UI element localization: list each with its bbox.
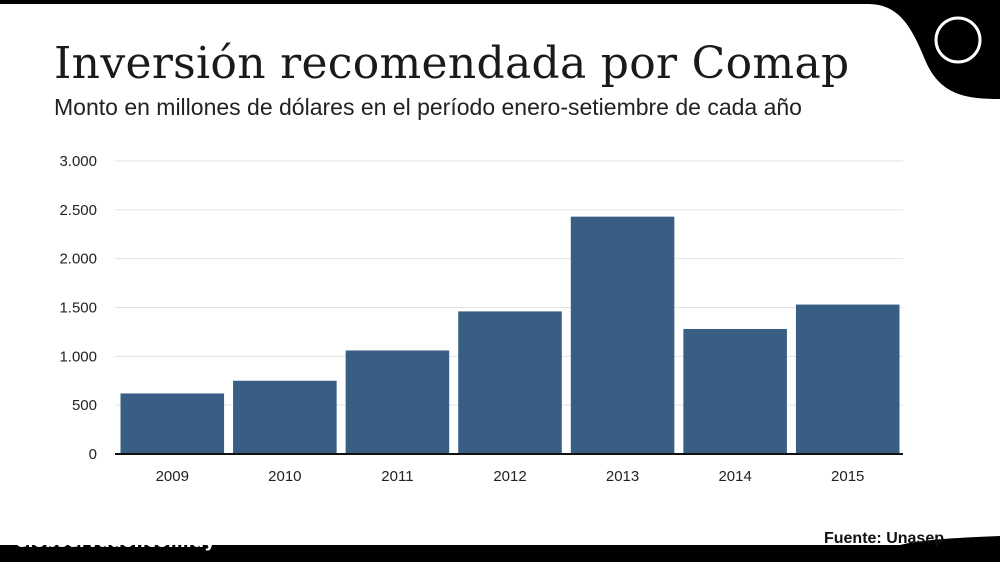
bars (120, 216, 900, 454)
chart-subtitle: Monto en millones de dólares en el perío… (54, 94, 802, 120)
y-tick-label: 1.500 (59, 300, 97, 317)
bar (120, 393, 225, 454)
source-note: Fuente: Unasep (823, 530, 944, 547)
x-tick-label: 2015 (831, 468, 864, 485)
chart-title: Inversión recomendada por Comap (54, 38, 850, 89)
x-tick-label: 2013 (606, 468, 639, 485)
bar (683, 328, 787, 454)
bar (233, 380, 337, 454)
y-tick-label: 2.000 (59, 251, 97, 268)
logo-circle-icon (934, 16, 982, 64)
x-tick-label: 2014 (718, 468, 751, 485)
y-tick-label: 500 (72, 397, 97, 414)
site-url[interactable]: elobservador.com.uy (16, 532, 216, 552)
x-axis: 2009 2010 2011 2012 2013 2014 2015 (115, 453, 903, 485)
x-tick-label: 2012 (493, 468, 526, 485)
bar (795, 304, 900, 454)
bar (570, 216, 675, 454)
x-tick-label: 2009 (156, 468, 189, 485)
y-tick-label: 2.500 (59, 202, 97, 219)
y-axis: 0 500 1.000 1.500 2.000 2.500 3.000 (59, 153, 97, 463)
y-tick-label: 0 (89, 446, 97, 463)
y-tick-label: 3.000 (59, 153, 97, 170)
bar (345, 350, 450, 454)
y-tick-label: 1.000 (59, 348, 97, 365)
x-tick-label: 2011 (381, 468, 413, 485)
x-tick-label: 2010 (268, 468, 301, 485)
bar (458, 311, 562, 454)
